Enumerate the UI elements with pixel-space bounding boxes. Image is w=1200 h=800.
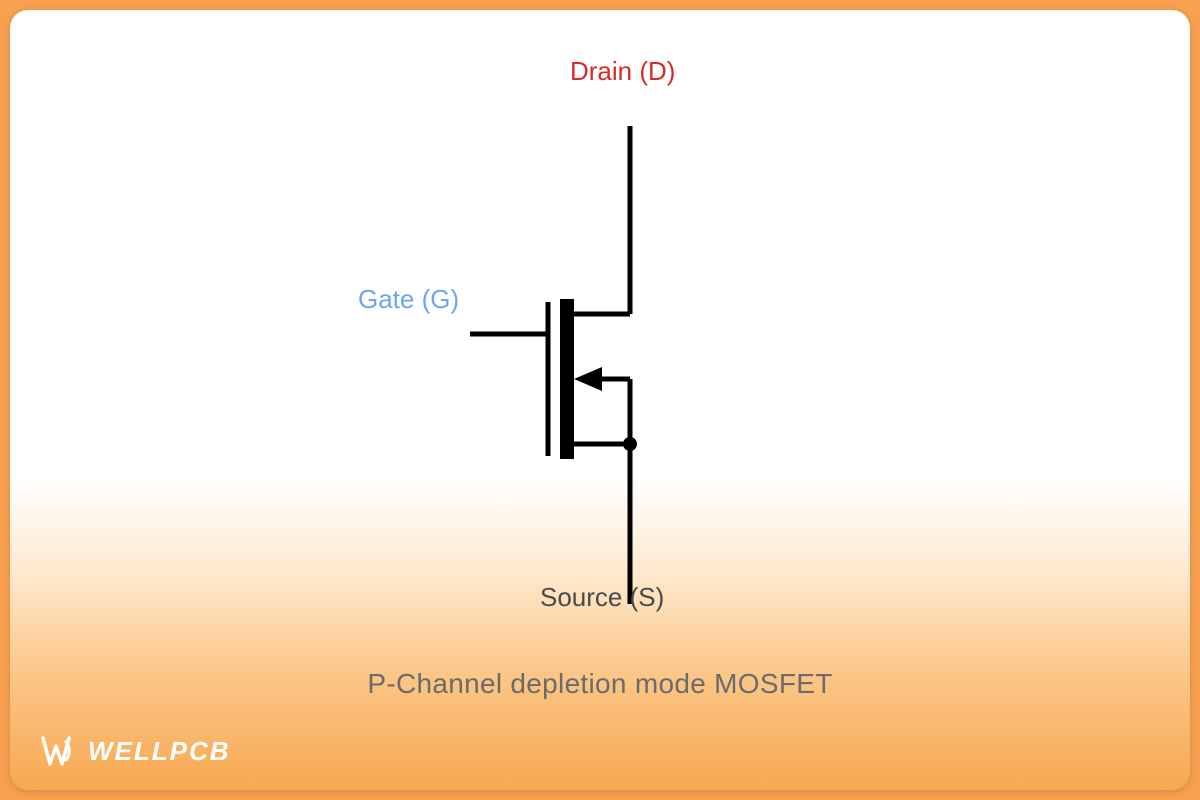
channel-bar: [560, 299, 574, 459]
brand-logo-text: WELLPCB: [88, 736, 231, 767]
body-arrow: [574, 367, 602, 391]
wellpcb-mark-icon: [40, 734, 80, 768]
brand-logo: WELLPCB: [40, 734, 231, 768]
gate-label: Gate (G): [358, 284, 459, 315]
diagram-card: Drain (D) Gate (G) Source (S) P-Channel …: [10, 10, 1190, 790]
source-label: Source (S): [540, 582, 664, 613]
drain-label: Drain (D): [570, 56, 675, 87]
diagram-caption: P-Channel depletion mode MOSFET: [10, 668, 1190, 700]
